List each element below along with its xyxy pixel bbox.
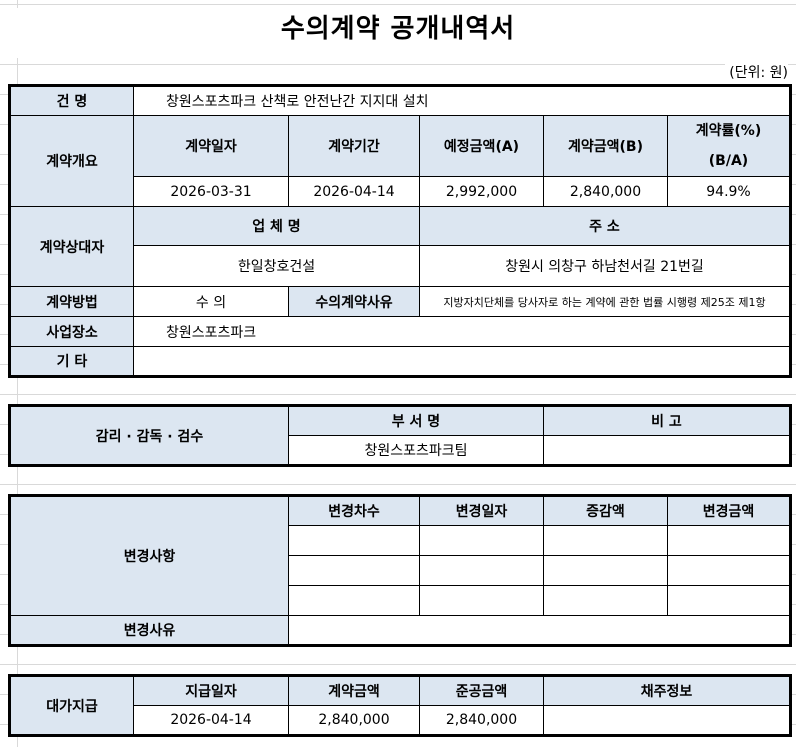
contract-date: 2026-03-31 [133, 176, 289, 207]
rate-label: 계약률(%) [695, 123, 762, 139]
company-header: 업 체 명 [133, 206, 420, 246]
site-label: 사업장소 [9, 316, 134, 347]
header-payment-date: 지급일자 [133, 675, 289, 706]
header-contract-period: 계약기간 [288, 115, 420, 177]
header-change-number: 변경차수 [288, 495, 420, 526]
overview-label: 계약개요 [9, 115, 134, 207]
header-change-date: 변경일자 [419, 495, 544, 526]
completion-amount: 2,840,000 [419, 705, 544, 736]
note-value [543, 435, 791, 466]
company-value: 한일창호건설 [133, 245, 420, 287]
page-title: 수의계약 공개내역서 [0, 8, 796, 58]
supervision-label: 감리 · 감독 · 검수 [9, 405, 289, 466]
contract-table: 건 명 창원스포츠파크 산책로 안전난간 지지대 설치 계약개요 계약일자 계약기… [8, 84, 792, 378]
method-label: 계약방법 [9, 286, 134, 317]
reason-label: 수의계약사유 [288, 286, 420, 317]
reason-value: 지방자치단체를 당사자로 하는 계약에 관한 법률 시행령 제25조 제1항 [419, 286, 791, 317]
creditor-info [543, 705, 791, 736]
header-estimated-amount: 예정금액(A) [419, 115, 544, 177]
name-value: 창원스포츠파크 산책로 안전난간 지지대 설치 [133, 85, 791, 116]
etc-label: 기 타 [9, 346, 134, 377]
header-completion-amount: 준공금액 [419, 675, 544, 706]
etc-value [133, 346, 791, 377]
change-reason-value [288, 615, 791, 646]
header-changed-amount: 변경금액 [667, 495, 791, 526]
unit-note: (단위: 원) [725, 62, 788, 82]
estimated-amount: 2,992,000 [419, 176, 544, 207]
party-label: 계약상대자 [9, 206, 134, 287]
payment-date: 2026-04-14 [133, 705, 289, 736]
header-change-delta: 증감액 [543, 495, 668, 526]
contract-rate: 94.9% [667, 176, 791, 207]
change-reason-label: 변경사유 [9, 615, 289, 646]
payment-table: 대가지급 지급일자 계약금액 준공금액 채주정보 2026-04-14 2,84… [8, 674, 792, 737]
site-value: 창원스포츠파크 [133, 316, 791, 347]
header-creditor-info: 채주정보 [543, 675, 791, 706]
payment-contract-amount: 2,840,000 [288, 705, 420, 736]
changes-table: 변경사항 변경차수 변경일자 증감액 변경금액 변경사유 [8, 494, 792, 647]
table-row [10, 555, 791, 586]
dept-value: 창원스포츠파크팀 [288, 435, 544, 466]
dept-header: 부 서 명 [288, 405, 544, 436]
header-contract-date: 계약일자 [133, 115, 289, 177]
changes-label: 변경사항 [9, 495, 289, 616]
supervision-table: 감리 · 감독 · 검수 부 서 명 비 고 창원스포츠파크팀 [8, 404, 792, 467]
method-value: 수 의 [133, 286, 289, 317]
table-row [10, 585, 791, 616]
header-contract-amount: 계약금액(B) [543, 115, 668, 177]
header-payment-contract-amount: 계약금액 [288, 675, 420, 706]
note-header: 비 고 [543, 405, 791, 436]
header-contract-rate: 계약률(%) (B/A) [667, 115, 791, 177]
contract-period: 2026-04-14 [288, 176, 420, 207]
payment-label: 대가지급 [9, 675, 134, 736]
address-header: 주 소 [419, 206, 791, 246]
rate-formula: (B/A) [708, 153, 749, 169]
contract-amount: 2,840,000 [543, 176, 668, 207]
address-value: 창원시 의창구 하남천서길 21번길 [419, 245, 791, 287]
name-label: 건 명 [9, 85, 134, 116]
